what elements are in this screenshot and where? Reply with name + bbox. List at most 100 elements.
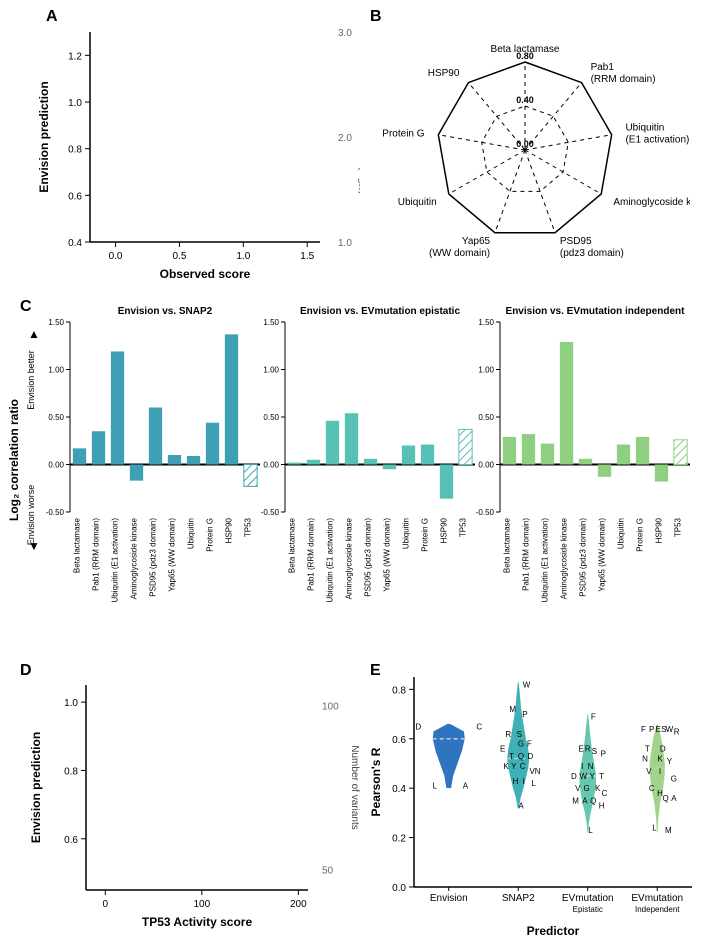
svg-text:C: C <box>649 784 655 793</box>
svg-text:Predictor: Predictor <box>527 924 580 938</box>
svg-text:1.2: 1.2 <box>68 51 82 62</box>
svg-text:A: A <box>518 801 524 810</box>
svg-text:Ubiquitin: Ubiquitin <box>617 518 626 549</box>
svg-text:HSP90: HSP90 <box>428 68 460 79</box>
svg-text:W: W <box>580 772 588 781</box>
panel-C: Log₂ correlation ratioEnvision better▲En… <box>0 300 704 660</box>
svg-text:1.0: 1.0 <box>338 238 352 249</box>
svg-text:1.00: 1.00 <box>478 366 494 375</box>
svg-text:Pearson's R: Pearson's R <box>369 747 383 816</box>
svg-text:0.2: 0.2 <box>392 834 406 845</box>
svg-text:K: K <box>595 784 601 793</box>
svg-text:Beta lactamase: Beta lactamase <box>491 44 560 55</box>
svg-text:Observed score: Observed score <box>160 267 251 281</box>
svg-text:PSD95 (pdz3 domain): PSD95 (pdz3 domain) <box>149 518 158 597</box>
panel-B: 0.000.400.80Beta lactamasePab1(RRM domai… <box>360 0 690 290</box>
svg-text:V: V <box>575 784 581 793</box>
svg-text:(RRM domain): (RRM domain) <box>591 74 656 85</box>
svg-text:Envision vs. SNAP2: Envision vs. SNAP2 <box>118 306 213 317</box>
svg-text:TP53 Activity score: TP53 Activity score <box>142 915 253 929</box>
svg-text:Ubiquitin: Ubiquitin <box>625 122 664 133</box>
svg-text:R: R <box>585 745 591 754</box>
svg-text:D: D <box>528 752 534 761</box>
svg-text:0.8: 0.8 <box>64 766 78 777</box>
svg-text:Protein G: Protein G <box>382 128 424 139</box>
svg-text:0.50: 0.50 <box>478 413 494 422</box>
svg-text:0: 0 <box>103 899 109 910</box>
svg-text:E: E <box>500 745 505 754</box>
svg-text:N: N <box>588 762 594 771</box>
svg-text:F: F <box>527 740 532 749</box>
svg-text:Yap65 (WW domain): Yap65 (WW domain) <box>383 518 392 592</box>
svg-text:TP53: TP53 <box>459 517 468 537</box>
svg-text:0.00: 0.00 <box>48 461 64 470</box>
svg-text:0.0: 0.0 <box>109 251 123 262</box>
svg-text:0.5: 0.5 <box>172 251 186 262</box>
svg-text:Beta lactamase: Beta lactamase <box>503 517 512 573</box>
svg-text:Y: Y <box>511 762 517 771</box>
svg-text:PSD95 (pdz3 domain): PSD95 (pdz3 domain) <box>364 518 373 597</box>
svg-text:Protein G: Protein G <box>636 518 645 552</box>
svg-text:0.00: 0.00 <box>263 461 279 470</box>
svg-text:HSP90: HSP90 <box>655 517 664 543</box>
svg-text:0.00: 0.00 <box>478 461 494 470</box>
panel-E: 0.00.20.40.60.8Pearson's RPredictorDCLAE… <box>362 665 702 945</box>
svg-text:0.6: 0.6 <box>64 835 78 846</box>
svg-text:S: S <box>517 730 522 739</box>
svg-text:TP53: TP53 <box>674 517 683 537</box>
svg-text:Pab1 (RRM domain): Pab1 (RRM domain) <box>92 518 101 591</box>
svg-text:A: A <box>582 797 588 806</box>
svg-text:Yap65 (WW domain): Yap65 (WW domain) <box>598 518 607 592</box>
svg-text:Epistatic: Epistatic <box>573 905 603 914</box>
svg-text:T: T <box>599 772 604 781</box>
svg-text:HSP90: HSP90 <box>225 517 234 543</box>
svg-text:50: 50 <box>322 866 334 877</box>
svg-text:L: L <box>532 779 537 788</box>
svg-text:Ubiquitin: Ubiquitin <box>187 518 196 549</box>
svg-text:Pab1: Pab1 <box>591 62 615 73</box>
svg-text:SNAP2: SNAP2 <box>502 893 535 904</box>
svg-text:W: W <box>666 725 674 734</box>
svg-text:T: T <box>645 745 650 754</box>
svg-text:0.6: 0.6 <box>392 735 406 746</box>
svg-text:1.0: 1.0 <box>64 698 78 709</box>
svg-text:G: G <box>518 740 524 749</box>
svg-text:Pab1 (RRM domain): Pab1 (RRM domain) <box>522 518 531 591</box>
svg-text:K: K <box>503 762 509 771</box>
svg-text:E: E <box>578 745 583 754</box>
svg-text:1.00: 1.00 <box>48 366 64 375</box>
svg-text:E: E <box>656 725 661 734</box>
svg-text:EVmutation: EVmutation <box>562 893 614 904</box>
svg-text:Independent: Independent <box>635 905 680 914</box>
svg-text:3.0: 3.0 <box>338 28 352 39</box>
svg-text:Yap65: Yap65 <box>462 236 491 247</box>
svg-text:S: S <box>592 747 597 756</box>
svg-text:100: 100 <box>193 899 210 910</box>
svg-text:1.50: 1.50 <box>478 318 494 327</box>
svg-text:Aminoglycoside kinase: Aminoglycoside kinase <box>560 517 569 599</box>
svg-text:T: T <box>509 752 514 761</box>
svg-text:1.00: 1.00 <box>263 366 279 375</box>
panel-A: 0.00.51.01.50.40.60.81.01.2Observed scor… <box>20 12 360 292</box>
svg-text:Beta lactamase: Beta lactamase <box>288 517 297 573</box>
svg-text:Ubiquitin (E1 activation): Ubiquitin (E1 activation) <box>326 518 335 603</box>
svg-text:Number of variants: Number of variants <box>349 745 360 829</box>
svg-text:1.5: 1.5 <box>300 251 314 262</box>
svg-text:1.50: 1.50 <box>263 318 279 327</box>
svg-text:(WW domain): (WW domain) <box>429 248 490 259</box>
svg-text:I: I <box>581 762 583 771</box>
svg-text:Ubiquitin (E1 activation): Ubiquitin (E1 activation) <box>541 518 550 603</box>
svg-text:Yap65 (WW domain): Yap65 (WW domain) <box>168 518 177 592</box>
svg-text:0.4: 0.4 <box>68 238 82 249</box>
svg-text:0.0: 0.0 <box>392 883 406 894</box>
svg-text:C: C <box>601 789 607 798</box>
svg-text:R: R <box>674 727 680 736</box>
svg-text:F: F <box>591 713 596 722</box>
svg-text:(E1 activation): (E1 activation) <box>625 134 689 145</box>
svg-text:C: C <box>520 762 526 771</box>
svg-text:I: I <box>523 777 525 786</box>
svg-text:A: A <box>463 782 469 791</box>
svg-text:W: W <box>523 680 531 689</box>
svg-text:-0.50: -0.50 <box>261 508 280 517</box>
svg-text:D: D <box>660 745 666 754</box>
